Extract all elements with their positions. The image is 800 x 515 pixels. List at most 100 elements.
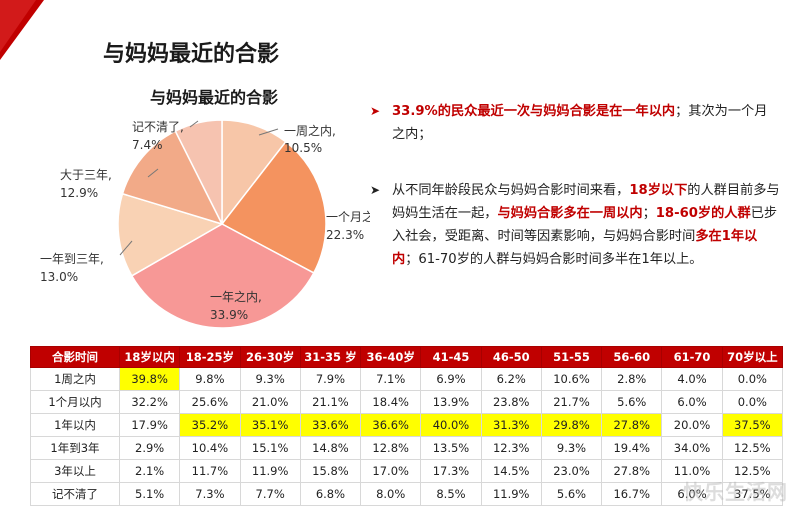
bullet-2-highlight-2: 与妈妈合影多在一周以内: [497, 206, 643, 221]
table-cell: 16.7%: [601, 482, 663, 506]
table-cell: 31.3%: [480, 413, 542, 437]
header-cell: 56-60: [601, 346, 663, 368]
table-cell: 6.9%: [420, 367, 482, 391]
table-cell: 7.3%: [179, 482, 241, 506]
arrow-bullet-icon: ➤: [370, 183, 381, 197]
table-cell: 14.8%: [299, 436, 362, 460]
pie-slice-value-label: 13.0%: [40, 270, 78, 284]
pie-slice: [117, 192, 224, 277]
pie-slice-label: 大于三年,: [60, 168, 112, 182]
table-cell: 15.1%: [239, 436, 301, 460]
table-cell: 18.4%: [360, 390, 422, 414]
table-cell: 21.7%: [540, 390, 603, 414]
table-cell: 29.8%: [540, 413, 603, 437]
pie-slice: [220, 140, 327, 274]
table-cell: 9.3%: [540, 436, 603, 460]
table-cell: 4.0%: [661, 367, 723, 391]
table-cell: 12.5%: [721, 436, 784, 460]
table-row: 1年到3年 2.9% 10.4% 15.1% 14.8% 12.8% 13.5% 12.3% 9…: [30, 436, 784, 460]
leader-line: [119, 240, 133, 256]
insight-bullets: ➤ 33.9%的民众最近一次与妈妈合影是在一年以内；其次为一个月之内； ➤ 从不…: [370, 100, 780, 271]
bullet-1-text: ；其次为一个月之内；: [392, 104, 768, 142]
table-cell: 10.4%: [179, 436, 241, 460]
table-cell: 8.5%: [420, 482, 482, 506]
bullet-2: ➤ 从不同年龄段民众与妈妈合影时间来看，18岁以下的人群目前多与妈妈生活在一起，…: [370, 179, 780, 271]
bullet-2-highlight-1: 18岁以下: [629, 183, 688, 198]
table-cell: 11.7%: [179, 459, 241, 483]
table-cell: 21.1%: [299, 390, 362, 414]
table-cell: 12.3%: [480, 436, 542, 460]
table-cell: 34.0%: [661, 436, 723, 460]
table-cell: 10.6%: [540, 367, 603, 391]
table-cell: 14.5%: [480, 459, 542, 483]
table-cell: 9.8%: [179, 367, 241, 391]
table-cell: 27.8%: [601, 413, 663, 437]
table-header-row: 合影时间 18岁以内 18-25岁 26-30岁 31-35 岁 36-40岁 …: [30, 346, 784, 368]
table-cell: 23.0%: [540, 459, 603, 483]
table-cell: 27.8%: [601, 459, 663, 483]
row-label: 1周之内: [30, 367, 120, 391]
header-cell: 31-35 岁: [299, 346, 362, 368]
pie-slice-value-label: 33.9%: [210, 308, 248, 322]
table-cell: 0.0%: [721, 367, 784, 391]
table-cell: 17.0%: [360, 459, 422, 483]
table-cell: 11.9%: [480, 482, 542, 506]
table-cell: 15.8%: [299, 459, 362, 483]
bullet-2-highlight-4: 多在1年以内: [392, 229, 758, 267]
table-cell: 11.9%: [239, 459, 301, 483]
table-cell: 7.1%: [360, 367, 422, 391]
table-cell: 2.1%: [118, 459, 181, 483]
table-cell: 36.6%: [360, 413, 422, 437]
table-cell: 0.0%: [721, 390, 784, 414]
table-cell: 2.9%: [118, 436, 181, 460]
slide-title: 与妈妈最近的合影: [103, 42, 280, 67]
table-cell: 5.6%: [601, 390, 663, 414]
pie-slice: [174, 119, 223, 225]
bullet-2-text-3: ；: [642, 206, 656, 221]
header-cell: 70岁以上: [721, 346, 784, 368]
leader-line: [258, 128, 279, 136]
header-cell: 51-55: [540, 346, 603, 368]
table-cell: 35.2%: [179, 413, 241, 437]
header-cell: 41-45: [420, 346, 482, 368]
table-cell: 37.5%: [721, 482, 784, 506]
table-cell: 12.8%: [360, 436, 422, 460]
header-cell: 46-50: [480, 346, 542, 368]
table-cell: 7.9%: [299, 367, 362, 391]
pie-slice-value-label: 7.4%: [132, 138, 163, 152]
bullet-2-text-2: 的人群目前多与妈妈生活在一起，: [392, 183, 780, 221]
row-label: 记不清了: [30, 482, 120, 506]
arrow-bullet-icon: ➤: [370, 104, 381, 118]
header-cell: 61-70: [661, 346, 723, 368]
table-cell: 6.0%: [661, 390, 723, 414]
row-label: 1年以内: [30, 413, 120, 437]
table-row: 1年以内 17.9% 35.2% 35.1% 33.6% 36.6% 40.0% 31.3% 2…: [30, 413, 784, 437]
table-cell: 17.9%: [118, 413, 181, 437]
row-label: 1年到3年: [30, 436, 120, 460]
header-cell: 合影时间: [30, 346, 120, 368]
table-row: 1个月以内 32.2% 25.6% 21.0% 21.1% 18.4% 13.9% 23.8%…: [30, 390, 784, 414]
table-cell: 33.6%: [299, 413, 362, 437]
table-cell: 2.8%: [601, 367, 663, 391]
row-label: 3年以上: [30, 459, 120, 483]
header-cell: 36-40岁: [360, 346, 422, 368]
bullet-2-highlight-3: 18-60岁的人群: [655, 206, 751, 221]
table-cell: 19.4%: [601, 436, 663, 460]
table-cell: 20.0%: [661, 413, 723, 437]
pie-slice-label: 一年到三年,: [40, 252, 104, 266]
table-cell: 6.0%: [661, 482, 723, 506]
leader-line: [147, 168, 159, 178]
table-cell: 9.3%: [239, 367, 301, 391]
table-cell: 12.5%: [721, 459, 784, 483]
bullet-1: ➤ 33.9%的民众最近一次与妈妈合影是在一年以内；其次为一个月之内；: [370, 100, 780, 146]
table-cell: 35.1%: [239, 413, 301, 437]
watermark: 快乐生活网: [683, 480, 788, 504]
bullet-2-text-5: ；61-70岁的人群与妈妈合影时间多半在1年以上。: [405, 252, 703, 267]
table-cell: 39.8%: [118, 367, 181, 391]
table-cell: 13.5%: [420, 436, 482, 460]
table-body: 1周之内 39.8% 9.8% 9.3% 7.9% 7.1% 6.9% 6.2% 10.6% 2.…: [30, 367, 784, 506]
table-cell: 6.2%: [480, 367, 542, 391]
table-cell: 5.6%: [540, 482, 603, 506]
pie-slice-value-label: 22.3%: [326, 228, 364, 242]
bullet-1-highlight: 33.9%的民众最近一次与妈妈合影是在一年以内: [392, 104, 676, 119]
